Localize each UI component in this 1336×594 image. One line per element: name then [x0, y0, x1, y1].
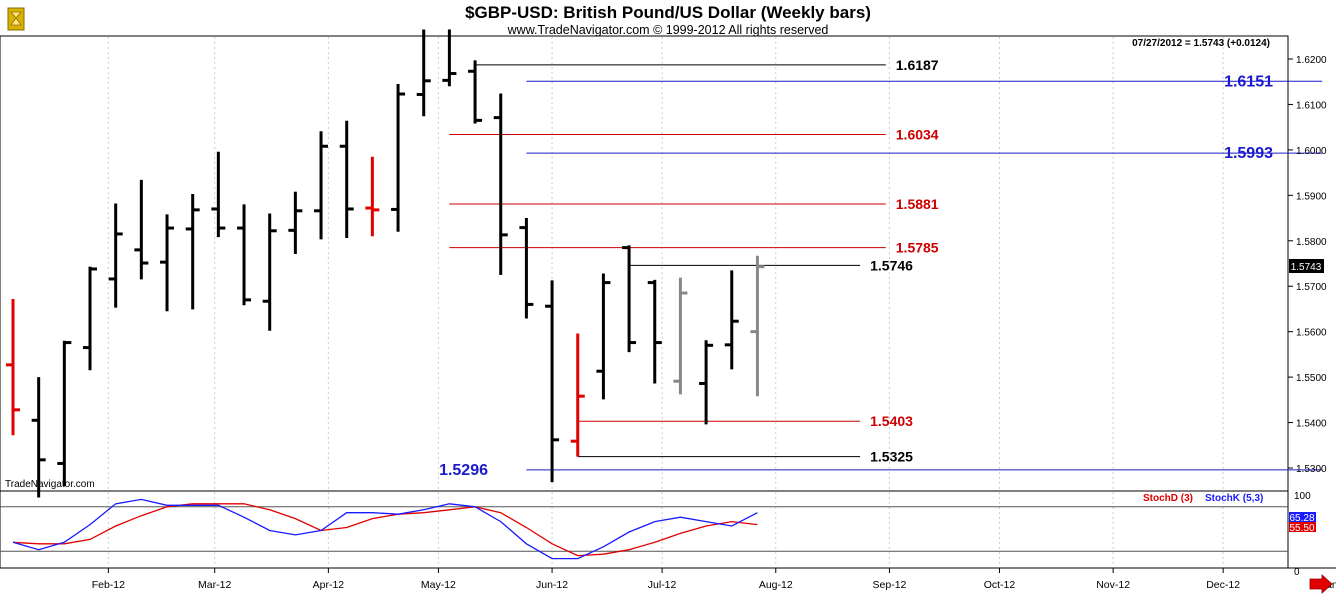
ohlc-bar — [31, 377, 46, 498]
x-tick-label: Oct-12 — [984, 579, 1016, 591]
x-tick-label: Feb-12 — [92, 579, 125, 591]
last-price-tag — [1289, 259, 1324, 273]
ohlc-bar — [365, 156, 380, 237]
ohlc-bar — [699, 340, 714, 425]
stoch-tick-100: 100 — [1294, 491, 1311, 502]
y-tick-label: 1.5600 — [1296, 328, 1327, 339]
ohlc-bar — [185, 193, 200, 310]
ohlc-bar — [622, 245, 637, 353]
level-label: 1.6034 — [896, 126, 939, 142]
support-resistance-levels: 1.61871.61511.60341.59931.58811.57851.57… — [439, 57, 1323, 479]
ohlc-bar — [647, 279, 662, 384]
y-tick-label: 1.5900 — [1296, 191, 1327, 202]
y-tick-label: 1.6000 — [1296, 146, 1327, 157]
ohlc-bar — [57, 340, 72, 487]
x-tick-label: May-12 — [421, 579, 456, 591]
x-tick-label: Sep-12 — [873, 579, 907, 591]
stoch-series-line — [12, 498, 758, 560]
ohlc-bar — [288, 191, 303, 254]
ohlc-bar — [545, 280, 560, 483]
stoch-tick-0: 0 — [1294, 567, 1300, 578]
level-label: 1.6151 — [1224, 73, 1273, 90]
ohlc-bar — [83, 266, 98, 371]
stoch-series-line — [12, 503, 758, 557]
ohlc-bar — [237, 204, 252, 306]
last-price-label: 1.5743 — [1291, 262, 1322, 273]
level-label: 1.6187 — [896, 57, 939, 73]
y-tick-label: 1.6200 — [1296, 55, 1327, 66]
level-label: 1.5785 — [896, 240, 939, 256]
ohlc-bar — [468, 60, 483, 124]
x-tick-label: Nov-12 — [1096, 579, 1130, 591]
logo-icon — [7, 7, 25, 31]
ohlc-bar — [493, 93, 508, 275]
level-label: 1.5881 — [896, 196, 939, 212]
date-axis-ticks: Feb-12 Mar-12 Apr-12 May-12 Jun-12 Jul-12 Aug-… — [92, 568, 1336, 591]
chart-subtitle: www.TradeNavigator.com © 1999-2012 All r… — [507, 23, 829, 37]
x-tick-label: Jul-12 — [648, 579, 677, 591]
ohlc-bar — [314, 131, 329, 240]
level-label: 1.5746 — [870, 257, 913, 273]
y-tick-label: 1.5800 — [1296, 237, 1327, 248]
level-label: 1.5403 — [870, 413, 913, 429]
ohlc-bar — [211, 151, 226, 238]
stochd-last-value: 55.50 — [1289, 523, 1314, 534]
ohlc-bar — [724, 270, 739, 370]
scroll-right-arrow-icon[interactable] — [1309, 574, 1333, 594]
ohlc-bar — [673, 277, 688, 395]
stochk-last-value: 65.28 — [1289, 513, 1314, 524]
price-axis-ticks: 1.6200 1.6100 1.6000 1.5900 1.5800 1.5700 1.56… — [1288, 55, 1327, 475]
ohlc-bar — [262, 213, 277, 331]
level-label: 1.5325 — [870, 449, 913, 465]
x-tick-label: Aug-12 — [759, 579, 793, 591]
y-tick-label: 1.6100 — [1296, 100, 1327, 111]
y-tick-label: 1.5400 — [1296, 419, 1327, 430]
ohlc-bar — [108, 203, 123, 308]
chart-title: $GBP-USD: British Pound/US Dollar (Weekl… — [465, 3, 871, 22]
ohlc-bar — [416, 29, 431, 117]
y-tick-label: 1.5300 — [1296, 464, 1327, 475]
legend-stochd: StochD (3) — [1143, 493, 1193, 504]
ohlc-bar — [570, 333, 585, 457]
x-tick-label: Apr-12 — [313, 579, 345, 591]
y-tick-label: 1.5500 — [1296, 373, 1327, 384]
level-label: 1.5296 — [439, 462, 488, 479]
price-bars — [6, 29, 765, 498]
x-tick-label: Jun-12 — [536, 579, 568, 591]
stochd-value-tag — [1289, 522, 1316, 532]
ohlc-bar — [160, 214, 175, 312]
ohlc-bar — [750, 255, 765, 397]
ohlc-bar — [134, 179, 149, 280]
x-tick-label: Dec-12 — [1206, 579, 1240, 591]
x-tick-label: Mar-12 — [198, 579, 231, 591]
y-tick-label: 1.5700 — [1296, 282, 1327, 293]
ohlc-bar — [519, 218, 534, 319]
legend-stochk: StochK (5,3) — [1205, 493, 1263, 504]
ohlc-bar — [391, 83, 406, 232]
stochk-value-tag — [1289, 512, 1316, 522]
stochastic-lines — [0, 498, 1288, 560]
ohlc-bar — [596, 273, 611, 400]
ohlc-bar — [339, 120, 354, 239]
last-quote: 07/27/2012 = 1.5743 (+0.0124) — [1132, 38, 1270, 49]
level-label: 1.5993 — [1224, 145, 1273, 162]
ohlc-bar — [6, 298, 20, 436]
ohlc-bar — [442, 29, 457, 87]
watermark: TradeNavigator.com — [5, 479, 95, 490]
stochastic-panel — [0, 490, 1289, 569]
